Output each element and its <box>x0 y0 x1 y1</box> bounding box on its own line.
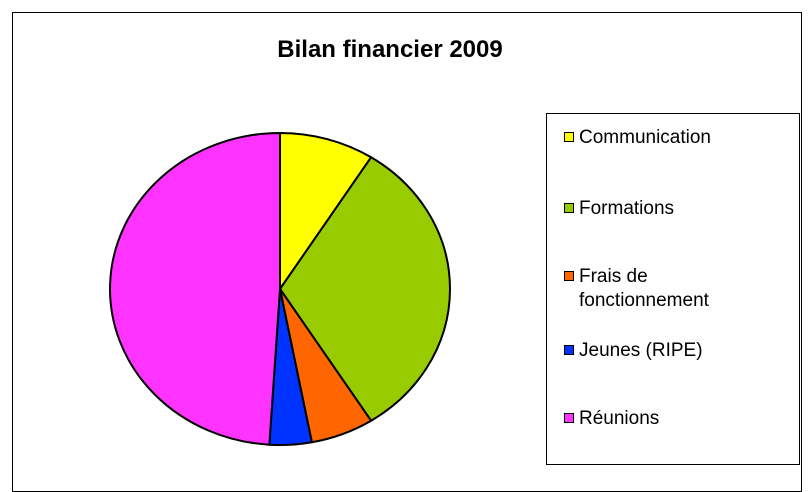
legend-item: Frais de fonctionnement <box>564 265 759 313</box>
legend-item: Formations <box>564 197 779 221</box>
legend-swatch <box>564 132 574 142</box>
chart-title: Bilan financier 2009 <box>277 36 503 63</box>
legend-item: Jeunes (RIPE) <box>564 339 779 363</box>
legend-item: Réunions <box>564 407 779 431</box>
legend-label: Formations <box>579 198 675 219</box>
legend-swatch <box>564 203 574 213</box>
legend-swatch <box>564 345 574 355</box>
legend-label: Communication <box>579 127 711 148</box>
legend-label: Jeunes (RIPE) <box>579 340 703 361</box>
legend-label: Frais de fonctionnement <box>579 266 709 311</box>
legend-swatch <box>564 271 574 281</box>
pie-slice <box>278 155 451 423</box>
legend: Communication Formations Frais de fonction… <box>546 113 800 465</box>
legend-swatch <box>564 413 574 423</box>
pie-slice <box>279 131 373 293</box>
legend-label: Réunions <box>579 408 660 429</box>
legend-item: Communication <box>564 126 779 150</box>
pie-slice <box>109 131 281 446</box>
